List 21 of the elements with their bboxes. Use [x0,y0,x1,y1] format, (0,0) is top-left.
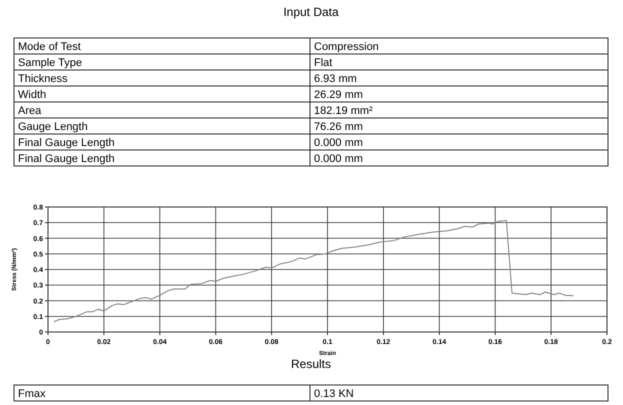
text: 0.000 mm [314,137,363,149]
text: 182.19 mm² [314,105,374,117]
text: 0.13 KN [314,388,354,400]
text: Compression [314,41,379,53]
text: Mode of Test [18,41,81,53]
text: Gauge Length [18,121,88,133]
text: Area [18,105,42,117]
text: Flat [314,57,332,69]
line-series [53,220,574,322]
text: Results [290,357,332,371]
text: Final Gauge Length [18,137,115,149]
text: 0.000 mm [314,153,363,165]
text: Input Data [283,5,340,19]
text: Thickness [18,73,68,85]
text: Final Gauge Length [18,153,115,165]
text: 6.93 mm [314,73,357,85]
text: 76.26 mm [314,121,363,133]
text: Width [18,89,46,101]
text: Fmax [18,388,46,400]
text: 26.29 mm [314,89,363,101]
text: Sample Type [18,57,82,69]
